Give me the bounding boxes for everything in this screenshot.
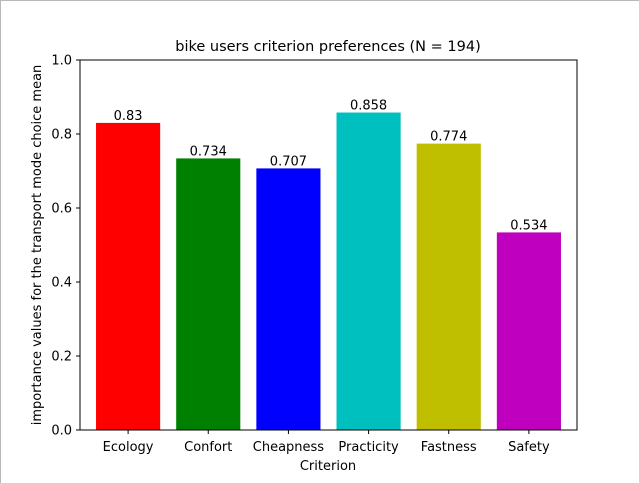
bar-value-label-practicity: 0.858 <box>350 99 387 114</box>
y-axis-ticks: 0.0 0.2 0.4 0.6 0.8 1.0 <box>51 54 80 439</box>
x-axis-ticks: Ecology Confort Cheapness Practicity Fastnes… <box>103 430 550 455</box>
x-axis-label: Criterion <box>300 459 356 474</box>
bar-cheapness <box>256 168 321 430</box>
x-tick-label-practicity: Practicity <box>338 440 399 455</box>
bar-practicity <box>336 112 401 430</box>
bar-value-label-safety: 0.534 <box>510 218 547 233</box>
bars-group <box>96 112 561 431</box>
bar-fastness <box>416 143 481 430</box>
bar-value-label-cheapness: 0.707 <box>270 154 307 169</box>
x-tick-label-fastness: Fastness <box>421 440 477 455</box>
plot-area-frame <box>79 59 578 431</box>
bar-confort <box>176 158 241 431</box>
y-tick-label-3: 0.6 <box>51 202 72 217</box>
y-tick-label-4: 0.8 <box>51 128 72 143</box>
bar-safety <box>496 232 561 430</box>
y-tick-label-0: 0.0 <box>51 424 72 439</box>
y-axis-label: importance values for the transport mode… <box>30 65 45 426</box>
y-tick-label-2: 0.4 <box>51 276 72 291</box>
x-tick-label-ecology: Ecology <box>103 440 154 455</box>
y-tick-label-1: 0.2 <box>51 350 72 365</box>
bar-value-labels: 0.83 0.734 0.707 0.858 0.774 0.534 <box>114 99 548 234</box>
frame-border-top <box>0 0 639 1</box>
y-tick-label-5: 1.0 <box>51 54 72 69</box>
bar-value-label-ecology: 0.83 <box>114 109 143 124</box>
x-tick-label-confort: Confort <box>184 440 232 455</box>
frame-border-left <box>0 0 1 483</box>
bar-ecology <box>96 122 161 431</box>
x-tick-label-cheapness: Cheapness <box>253 440 325 455</box>
bar-value-label-confort: 0.734 <box>190 144 227 159</box>
x-tick-label-safety: Safety <box>508 440 550 455</box>
chart-title: bike users criterion preferences (N = 19… <box>175 39 480 55</box>
bar-value-label-fastness: 0.774 <box>430 130 467 145</box>
